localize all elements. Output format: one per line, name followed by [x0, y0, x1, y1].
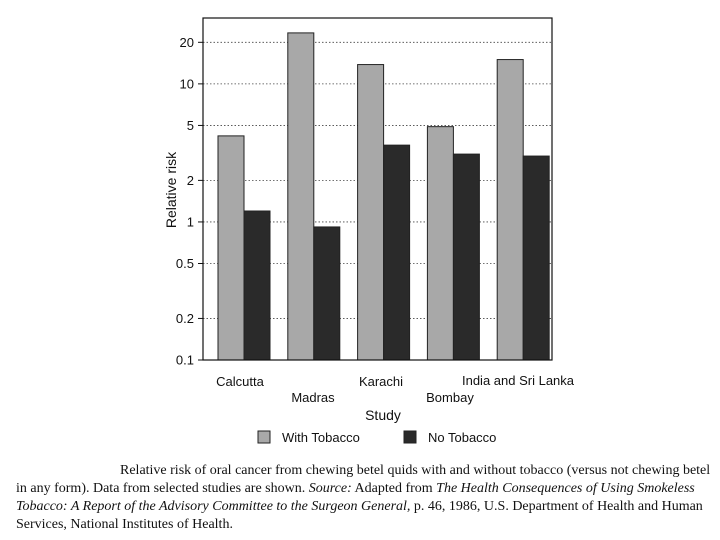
plot-frame [202, 17, 553, 361]
y-tick-label: 20 [180, 35, 194, 50]
category-label: Karachi [359, 374, 403, 389]
caption-report-title: The Health Consequences of Using Smokele… [16, 481, 695, 514]
bar-no-tobacco [383, 144, 411, 361]
bar-no-tobacco [452, 153, 480, 361]
legend-swatch [257, 430, 271, 444]
figure-caption: Relative risk of oral cancer from chewin… [16, 462, 712, 534]
y-axis-title: Relative risk [163, 151, 179, 228]
bar-with-tobacco [217, 135, 245, 361]
caption-source-text: Adapted from [354, 481, 433, 496]
bar-no-tobacco [522, 155, 550, 361]
legend-label: No Tobacco [428, 430, 496, 445]
x-axis-title: Study [365, 407, 401, 423]
category-label: Bombay [426, 390, 474, 405]
bar-with-tobacco [426, 126, 454, 361]
bar-with-tobacco [496, 59, 524, 361]
y-tick-label: 5 [187, 118, 194, 133]
bar-no-tobacco [243, 210, 271, 361]
y-tick-label: 0.2 [176, 311, 194, 326]
y-tick-label: 2 [187, 173, 194, 188]
caption-source-label: Source: [308, 481, 352, 496]
chart: 0.1 0.2 0.5 1 2 5 10 20 Calcutta Madras Karachi Bom… [163, 17, 575, 445]
legend-swatch [403, 430, 417, 444]
y-tick-label: 1 [187, 214, 194, 229]
legend-label: With Tobacco [282, 430, 360, 445]
caption-publication-details: p. 46, 1986, U.S. Department of Health a… [16, 499, 703, 532]
y-tick-label: 10 [180, 76, 194, 91]
y-tick-label: 0.5 [176, 256, 194, 271]
y-tick-label: 0.1 [176, 353, 194, 368]
category-label: Madras [291, 390, 335, 405]
bar-with-tobacco [287, 32, 315, 361]
bar-with-tobacco [357, 64, 385, 361]
caption-text: Relative risk of oral cancer from chewin… [16, 463, 711, 496]
category-label: India and Sri Lanka [462, 373, 575, 388]
category-label: Calcutta [216, 374, 264, 389]
bar-no-tobacco [313, 226, 341, 361]
